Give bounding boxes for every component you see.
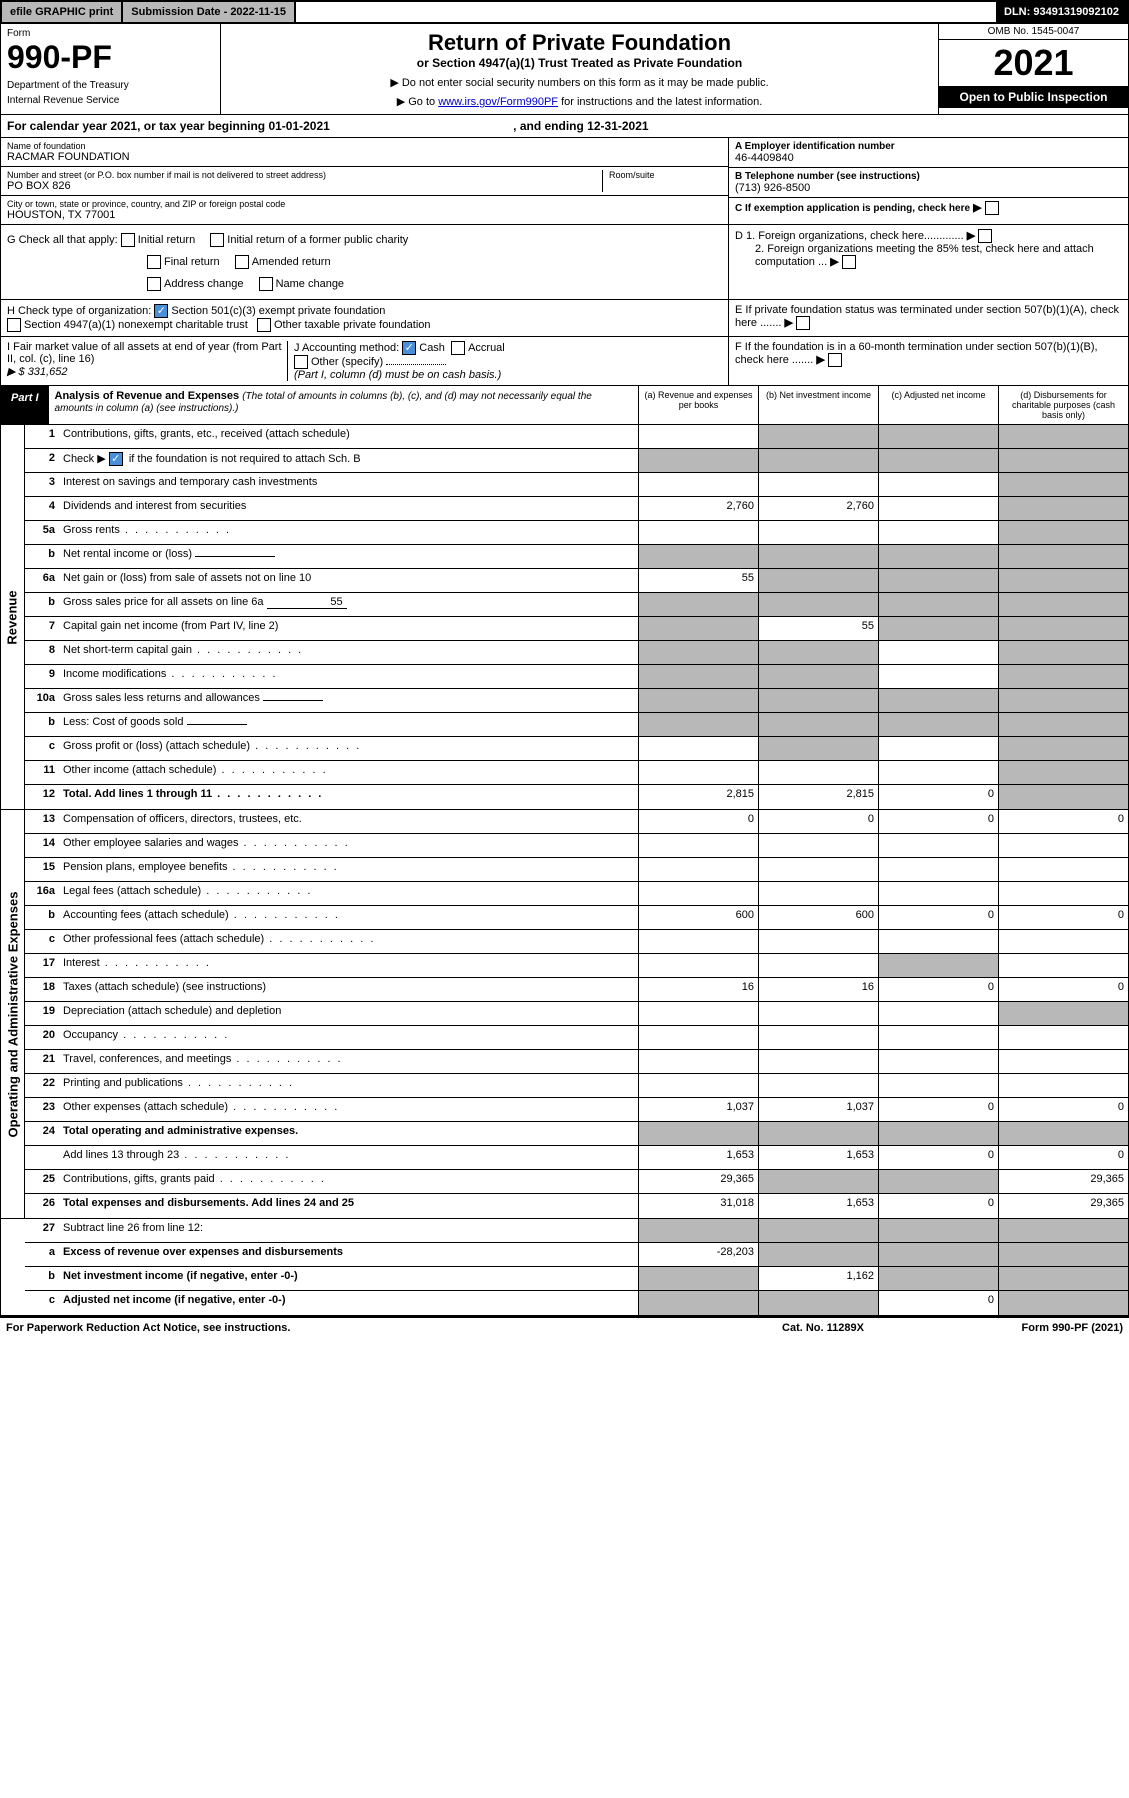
form-header: Form 990-PF Department of the Treasury I… — [0, 24, 1129, 115]
name-label: Name of foundation — [7, 141, 722, 151]
j-other-checkbox[interactable] — [294, 355, 308, 369]
calendar-year-row: For calendar year 2021, or tax year begi… — [0, 115, 1129, 138]
irs-label: Internal Revenue Service — [7, 95, 214, 106]
omb-number: OMB No. 1545-0047 — [939, 24, 1128, 40]
j-note: (Part I, column (d) must be on cash basi… — [294, 369, 501, 381]
irs-link[interactable]: www.irs.gov/Form990PF — [438, 96, 558, 108]
h-4947-checkbox[interactable] — [7, 318, 21, 332]
city-label: City or town, state or province, country… — [7, 199, 722, 209]
g-initial-checkbox[interactable] — [121, 233, 135, 247]
col-c-header: (c) Adjusted net income — [878, 386, 998, 424]
line27-section: 27Subtract line 26 from line 12: aExcess… — [0, 1219, 1129, 1316]
form-footer: Form 990-PF (2021) — [923, 1322, 1123, 1334]
j-cash-checkbox[interactable] — [402, 341, 416, 355]
part1-header: Part I Analysis of Revenue and Expenses … — [0, 386, 1129, 425]
top-bar: efile GRAPHIC print Submission Date - 20… — [0, 0, 1129, 24]
foundation-info: Name of foundation RACMAR FOUNDATION Num… — [0, 138, 1129, 225]
j-label: J Accounting method: — [294, 342, 399, 354]
tax-year: 2021 — [939, 40, 1128, 86]
form-subtitle: or Section 4947(a)(1) Trust Treated as P… — [227, 56, 932, 70]
col-b-header: (b) Net investment income — [758, 386, 878, 424]
expenses-side-label: Operating and Administrative Expenses — [1, 810, 25, 1218]
d2-checkbox[interactable] — [842, 255, 856, 269]
address-label: Number and street (or P.O. box number if… — [7, 170, 602, 180]
open-public: Open to Public Inspection — [939, 86, 1128, 108]
j-accrual-checkbox[interactable] — [451, 341, 465, 355]
h-label: H Check type of organization: — [7, 305, 151, 317]
d1-checkbox[interactable] — [978, 229, 992, 243]
foundation-name: RACMAR FOUNDATION — [7, 151, 722, 163]
instruction-1: ▶ Do not enter social security numbers o… — [227, 76, 932, 89]
paperwork-notice: For Paperwork Reduction Act Notice, see … — [6, 1322, 723, 1334]
page-footer: For Paperwork Reduction Act Notice, see … — [0, 1316, 1129, 1338]
i-label: I Fair market value of all assets at end… — [7, 341, 282, 365]
city: HOUSTON, TX 77001 — [7, 209, 722, 221]
c-checkbox[interactable] — [985, 201, 999, 215]
g-label: G Check all that apply: — [7, 234, 118, 246]
dept-treasury: Department of the Treasury — [7, 80, 214, 91]
revenue-side-label: Revenue — [1, 425, 25, 809]
e-checkbox[interactable] — [796, 316, 810, 330]
f-label: F If the foundation is in a 60-month ter… — [735, 341, 1098, 366]
h-501c3-checkbox[interactable] — [154, 304, 168, 318]
submission-date: Submission Date - 2022-11-15 — [123, 2, 296, 22]
section-h: H Check type of organization: Section 50… — [0, 300, 1129, 337]
g-name-checkbox[interactable] — [259, 277, 273, 291]
i-amount: ▶ $ 331,652 — [7, 366, 67, 378]
g-amended-checkbox[interactable] — [235, 255, 249, 269]
efile-button[interactable]: efile GRAPHIC print — [2, 2, 123, 22]
revenue-section: Revenue 1Contributions, gifts, grants, e… — [0, 425, 1129, 810]
g-final-checkbox[interactable] — [147, 255, 161, 269]
ein: 46-4409840 — [735, 152, 1122, 164]
part1-title: Analysis of Revenue and Expenses — [55, 390, 240, 402]
schb-checkbox[interactable] — [109, 452, 123, 466]
col-d-header: (d) Disbursements for charitable purpose… — [998, 386, 1128, 424]
form-number: 990-PF — [7, 39, 214, 76]
cat-number: Cat. No. 11289X — [723, 1322, 923, 1334]
d1-label: D 1. Foreign organizations, check here..… — [735, 230, 964, 242]
expenses-section: Operating and Administrative Expenses 13… — [0, 810, 1129, 1219]
c-label: C If exemption application is pending, c… — [735, 203, 970, 214]
section-ij: I Fair market value of all assets at end… — [0, 337, 1129, 386]
d2-label: 2. Foreign organizations meeting the 85%… — [755, 243, 1094, 268]
room-label: Room/suite — [609, 170, 722, 180]
h-other-checkbox[interactable] — [257, 318, 271, 332]
col-a-header: (a) Revenue and expenses per books — [638, 386, 758, 424]
ein-label: A Employer identification number — [735, 141, 1122, 152]
f-checkbox[interactable] — [828, 353, 842, 367]
address: PO BOX 826 — [7, 180, 602, 192]
instruction-2: ▶ Go to www.irs.gov/Form990PF for instru… — [227, 95, 932, 108]
g-initial-former-checkbox[interactable] — [210, 233, 224, 247]
telephone: (713) 926-8500 — [735, 182, 1122, 194]
section-g: G Check all that apply: Initial return I… — [0, 225, 1129, 300]
tel-label: B Telephone number (see instructions) — [735, 171, 1122, 182]
dln: DLN: 93491319092102 — [996, 2, 1127, 22]
g-address-checkbox[interactable] — [147, 277, 161, 291]
form-title: Return of Private Foundation — [227, 30, 932, 56]
e-label: E If private foundation status was termi… — [735, 304, 1119, 329]
part1-label: Part I — [1, 386, 49, 424]
form-label: Form — [7, 28, 214, 39]
